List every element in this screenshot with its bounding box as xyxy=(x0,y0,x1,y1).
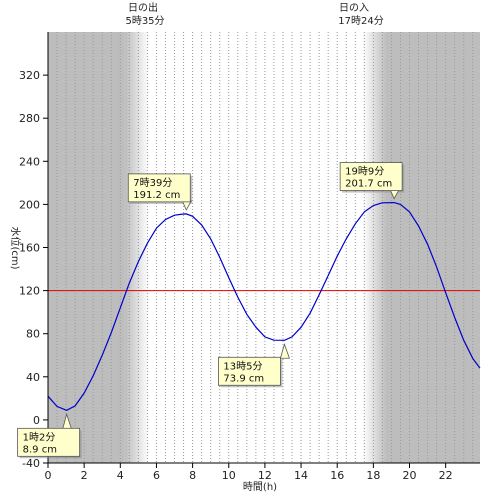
sunrise-label: 日の出 xyxy=(128,1,158,14)
sunset-annotation: 日の入 17時24分 xyxy=(338,3,383,27)
x-tick-labels: 0 2 4 6 8 10 12 14 16 18 20 22 xyxy=(45,463,453,482)
x-tick-label: 4 xyxy=(117,469,124,482)
y-tick-label: 320 xyxy=(19,69,40,82)
x-tick-label: 10 xyxy=(222,469,236,482)
y-tick-label: -40 xyxy=(22,457,40,470)
y-tick-label: 40 xyxy=(26,371,40,384)
y-axis-title: 水位(cm) xyxy=(9,226,22,269)
tide-level-line xyxy=(47,201,481,411)
x-tick-label: 18 xyxy=(366,469,380,482)
x-tick-label: 6 xyxy=(153,469,160,482)
callout-box xyxy=(339,162,403,191)
callout-box xyxy=(127,173,191,203)
sunrise-time: 5時35分 xyxy=(125,15,164,27)
x-tick-label: 16 xyxy=(330,469,344,482)
extreme-level: 73.9 cm xyxy=(223,373,264,384)
extreme-time: 13時5分 xyxy=(223,360,262,372)
y-tick-label: 280 xyxy=(19,112,40,125)
x-tick-label: 2 xyxy=(81,469,88,482)
callout-pointer xyxy=(279,342,290,359)
y-tick-labels: -40 0 40 80 120 160 200 240 280 320 xyxy=(19,69,48,470)
extreme-time: 1時2分 xyxy=(23,431,56,443)
x-axis-title: 時間(h) xyxy=(243,481,277,493)
y-tick-label: 120 xyxy=(19,285,40,298)
series-layer xyxy=(47,201,481,411)
callout-box xyxy=(218,356,281,386)
x-tick-label: 8 xyxy=(189,469,196,482)
extreme-time: 19時9分 xyxy=(345,166,384,178)
day-night-background xyxy=(48,32,480,463)
daylight-region xyxy=(148,32,363,463)
y-tick-label: 160 xyxy=(19,242,40,255)
y-tick-label: 200 xyxy=(19,198,40,211)
sunrise-annotation: 日の出 5時35分 xyxy=(125,1,164,27)
x-tick-label: 14 xyxy=(294,469,308,482)
y-tick-label: 240 xyxy=(19,155,40,168)
sunset-time: 17時24分 xyxy=(338,15,383,27)
x-tick-label: 0 xyxy=(45,469,52,482)
sunset-label: 日の入 xyxy=(339,3,369,14)
extreme-level: 201.7 cm xyxy=(345,179,392,190)
x-tick-label: 20 xyxy=(403,469,417,482)
night-region-morning xyxy=(48,32,125,463)
callout-box xyxy=(17,427,81,457)
dusk-twilight-region xyxy=(362,32,387,463)
extreme-time: 7時39分 xyxy=(133,177,172,189)
y-tick-label: 0 xyxy=(33,414,40,427)
y-tick-label: 80 xyxy=(26,328,40,341)
night-region-evening xyxy=(386,32,480,463)
x-tick-label: 22 xyxy=(439,469,453,482)
x-tick-label: 12 xyxy=(258,469,272,482)
extreme-level: 8.9 cm xyxy=(23,444,57,455)
extreme-level: 191.2 cm xyxy=(133,190,180,201)
